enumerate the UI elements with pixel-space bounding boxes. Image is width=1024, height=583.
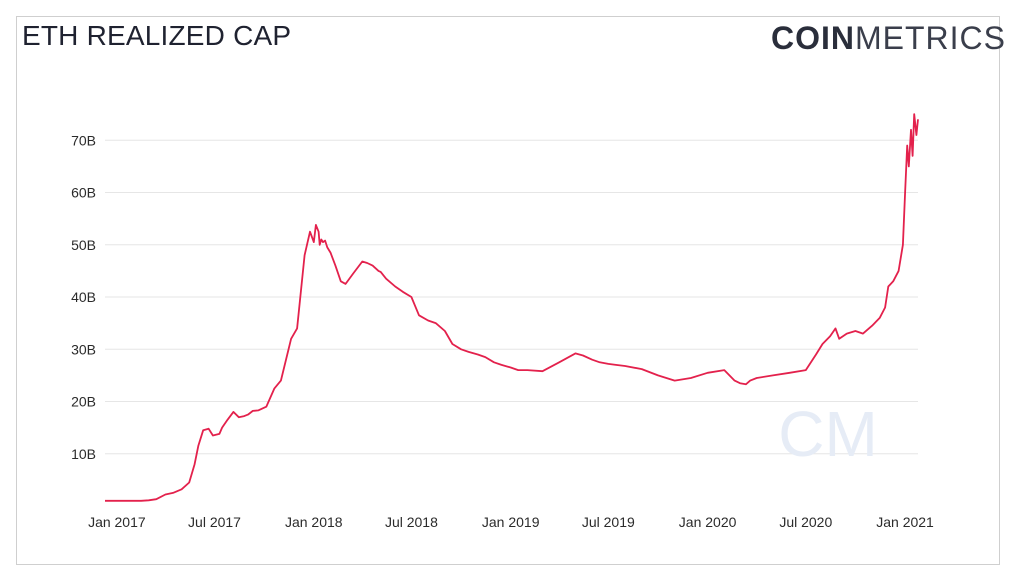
x-tick-label: Jan 2017 <box>88 514 146 530</box>
brand-logo-bold: COIN <box>771 20 855 56</box>
x-tick-label: Jul 2019 <box>582 514 635 530</box>
x-tick-label: Jul 2018 <box>385 514 438 530</box>
gridlines <box>105 139 918 455</box>
x-tick-label: Jul 2020 <box>779 514 832 530</box>
y-tick-label: 10B <box>71 446 96 462</box>
y-tick-label: 50B <box>71 237 96 253</box>
x-axis-tick-labels: Jan 2017 Jul 2017 Jan 2018 Jul 2018 Jan 2019… <box>88 514 934 530</box>
y-tick-label: 20B <box>71 394 96 410</box>
y-tick-label: 70B <box>71 132 96 148</box>
x-tick-label: Jan 2021 <box>876 514 934 530</box>
chart-frame <box>16 16 1000 565</box>
y-tick-label: 30B <box>71 341 96 357</box>
y-axis-tick-labels: 10B 20B 30B 40B 50B 60B 70B <box>71 132 96 462</box>
x-tick-label: Jan 2018 <box>285 514 343 530</box>
x-tick-label: Jul 2017 <box>188 514 241 530</box>
brand-logo: COINMETRICS <box>771 20 1006 57</box>
x-tick-label: Jan 2020 <box>679 514 737 530</box>
y-tick-label: 60B <box>71 185 96 201</box>
series-layer <box>105 113 919 502</box>
x-tick-label: Jan 2019 <box>482 514 540 530</box>
watermark-logo: CM <box>778 398 878 470</box>
chart-title: ETH REALIZED CAP <box>22 20 292 51</box>
brand-logo-light: METRICS <box>855 20 1006 56</box>
series-line-0 <box>105 113 919 502</box>
cm-watermark: CM <box>778 398 878 470</box>
y-tick-label: 40B <box>71 289 96 305</box>
